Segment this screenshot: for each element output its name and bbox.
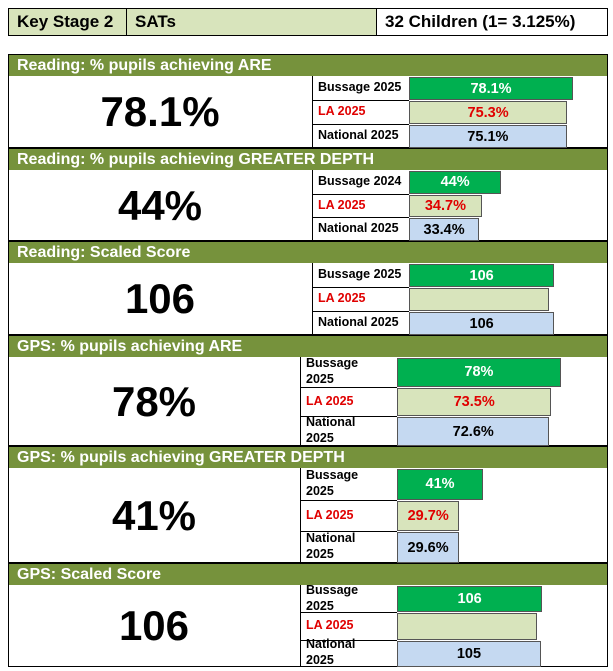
row-label: LA 2025 [312, 287, 409, 312]
row-label-text: LA 2025 [318, 197, 366, 212]
bar: 78.1% [409, 77, 573, 100]
row-label: National 2025 [312, 124, 409, 148]
bar: 29.7% [397, 500, 460, 532]
row-label-text: Bussage 2025 [306, 356, 359, 386]
row-label: LA 2025 [300, 612, 397, 641]
bar: 105 [397, 640, 541, 667]
row-label: National 2025 [312, 217, 409, 241]
section-body [8, 170, 608, 241]
row-label: Bussage 2024 [312, 170, 409, 195]
bar: 33.4% [409, 218, 480, 241]
row-label-text: LA 2025 [318, 291, 366, 306]
row-label: LA 2025 [312, 100, 409, 125]
headline: 78.1% [100, 88, 220, 135]
row-label: National 2025 [300, 415, 397, 446]
row-label: National 2025 [300, 637, 397, 667]
headline: 44% [117, 181, 203, 229]
row-label-text: Bussage 2025 [318, 267, 402, 282]
header-cell: SATs [126, 8, 377, 36]
bar [409, 288, 549, 311]
row-label-text: LA 2025 [306, 618, 354, 633]
bar: 29.6% [397, 532, 460, 563]
headline: 78% [111, 377, 197, 425]
section-header: GPS: Scaled Score [8, 563, 608, 586]
row-label: LA 2025 [300, 499, 397, 533]
headline: 106 [118, 602, 190, 649]
row-label: National 2025 [300, 531, 397, 563]
header-cell: Key Stage 2 [8, 8, 127, 36]
bar: 106 [409, 264, 555, 287]
row-label-text: Bussage 2025 [306, 583, 359, 613]
row-label: Bussage 2025 [300, 468, 397, 501]
row-label-text: National 2025 [306, 637, 356, 667]
row-label-text: LA 2025 [306, 393, 354, 408]
bar: 72.6% [397, 417, 550, 446]
section-header: Reading: % pupils achieving GREATER DEPT… [8, 148, 608, 171]
headline: 41% [111, 491, 197, 539]
row-label: Bussage 2025 [312, 263, 409, 288]
bar: 41% [397, 469, 484, 500]
bar: 73.5% [397, 387, 552, 417]
row-label-text: LA 2025 [318, 104, 366, 119]
row-label-text: Bussage 2024 [318, 174, 402, 189]
bar: 78% [397, 358, 561, 387]
headline: 106 [124, 275, 196, 322]
row-label: LA 2025 [312, 193, 409, 219]
bar: 75.3% [409, 101, 568, 124]
section-header: Reading: Scaled Score [8, 241, 608, 264]
row-label-text: National 2025 [318, 314, 399, 329]
bar: 106 [397, 586, 543, 613]
bar: 44% [409, 171, 502, 194]
row-label-text: Bussage 2025 [306, 468, 359, 498]
bar: 34.7% [409, 194, 482, 218]
row-label-text: Bussage 2025 [318, 80, 402, 95]
row-label: Bussage 2025 [300, 356, 397, 388]
row-label-text: LA 2025 [306, 507, 354, 522]
row-label: LA 2025 [300, 386, 397, 418]
row-label-text: National 2025 [306, 415, 356, 445]
row-label-text: National 2025 [318, 220, 399, 235]
row-label: Bussage 2025 [300, 583, 397, 614]
row-label: Bussage 2025 [312, 76, 409, 101]
bar: 106 [409, 312, 555, 335]
row-label: National 2025 [312, 311, 409, 335]
section-body [8, 468, 608, 563]
header-cell: 32 Children (1= 3.125%) [376, 8, 608, 36]
bar: 75.1% [409, 125, 567, 148]
section-header: Reading: % pupils achieving ARE [8, 54, 608, 77]
row-label-text: National 2025 [318, 127, 399, 142]
section-header: GPS: % pupils achieving GREATER DEPTH [8, 446, 608, 469]
bar [397, 613, 537, 640]
row-label-text: National 2025 [306, 531, 356, 561]
section-header: GPS: % pupils achieving ARE [8, 335, 608, 358]
